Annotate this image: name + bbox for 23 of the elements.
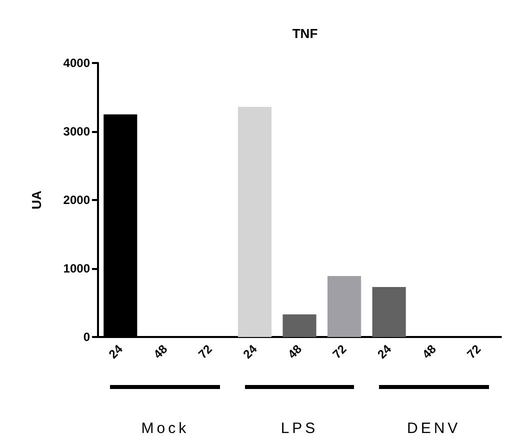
text: DENV [406, 420, 462, 437]
bar [238, 106, 272, 337]
y-tick-label: 1000 [63, 262, 90, 276]
y-tick-label: 2000 [63, 193, 90, 207]
x-tick-label: 24 [240, 342, 260, 362]
x-tick-label: 24 [374, 342, 394, 362]
chart-title: TNF [292, 26, 318, 41]
y-tick-label: 0 [83, 330, 90, 344]
x-tick-label: 72 [330, 342, 350, 362]
y-axis-title: UA [29, 190, 44, 210]
x-tick-label: 72 [464, 342, 484, 362]
bar [327, 276, 362, 337]
text: Mock [140, 420, 190, 437]
y-tick-label: 3000 [63, 124, 90, 138]
x-tick-label: 48 [150, 342, 170, 362]
x-tick-label: 24 [106, 342, 126, 362]
x-tick-label: 48 [419, 342, 440, 362]
y-tick-label: 4000 [63, 56, 90, 70]
text: LPS [280, 420, 320, 437]
x-tick-label: 48 [285, 342, 305, 362]
bar [372, 286, 406, 337]
x-tick-label: 72 [196, 342, 216, 362]
bar [282, 314, 316, 337]
